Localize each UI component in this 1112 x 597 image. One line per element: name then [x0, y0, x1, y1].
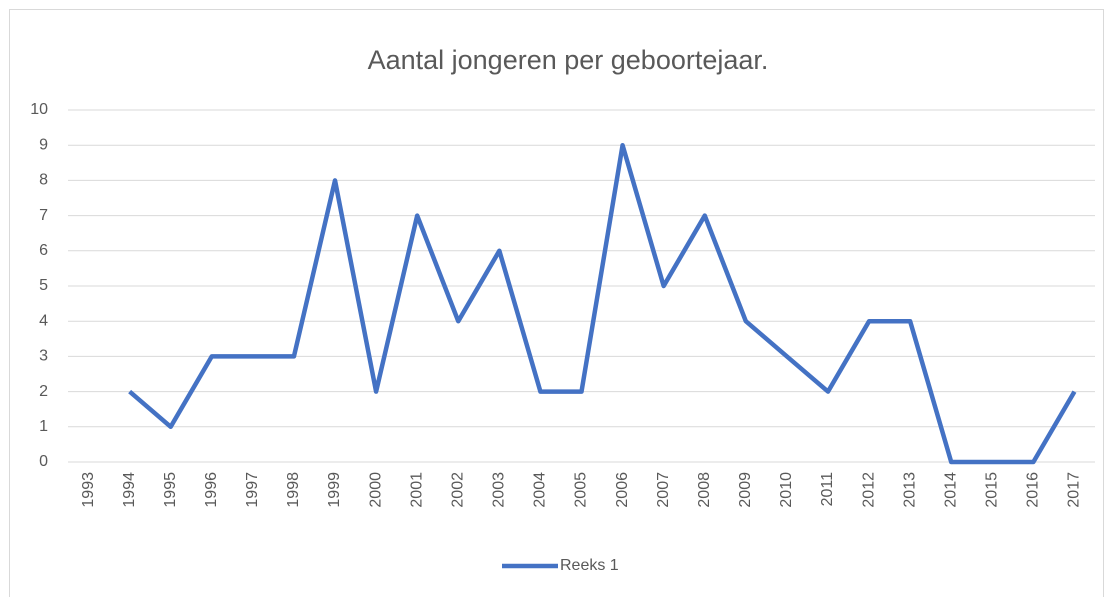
x-tick-label: 2011 — [819, 472, 836, 507]
x-tick-label: 2012 — [860, 472, 877, 508]
x-tick-label: 2017 — [1066, 472, 1083, 508]
x-tick-label: 1997 — [244, 472, 261, 508]
x-tick-label: 2009 — [737, 472, 754, 508]
x-tick-label: 1993 — [80, 472, 97, 508]
x-tick-label: 2014 — [942, 472, 959, 508]
x-tick-label: 1995 — [162, 472, 179, 508]
x-tick-label: 2001 — [408, 472, 425, 508]
x-tick-label: 2015 — [984, 472, 1001, 508]
legend-label: Reeks 1 — [560, 557, 619, 574]
x-tick-label: 2010 — [778, 472, 795, 508]
x-tick-label: 1994 — [121, 472, 138, 508]
x-tick-label: 2002 — [449, 472, 466, 508]
x-tick-label: 2016 — [1025, 472, 1042, 508]
y-tick-label: 10 — [30, 101, 48, 118]
x-tick-label: 2008 — [696, 472, 713, 508]
y-tick-label: 8 — [39, 172, 48, 189]
y-tick-label: 4 — [39, 312, 48, 329]
x-tick-label: 2000 — [367, 472, 384, 508]
x-tick-label: 2006 — [614, 472, 631, 508]
y-tick-label: 1 — [39, 418, 48, 435]
x-tick-label: 1996 — [203, 472, 220, 508]
y-tick-label: 2 — [39, 383, 48, 400]
y-tick-label: 5 — [39, 277, 48, 294]
x-tick-label: 2003 — [491, 472, 508, 508]
y-tick-label: 6 — [39, 242, 48, 259]
chart-border — [9, 9, 1104, 597]
x-tick-label: 1998 — [285, 472, 302, 508]
x-tick-label: 2013 — [901, 472, 918, 508]
y-tick-label: 9 — [39, 136, 48, 153]
chart-title: Aantal jongeren per geboortejaar. — [368, 45, 769, 75]
x-tick-label: 2005 — [573, 472, 590, 508]
series-line — [128, 142, 1077, 465]
x-tick-label: 1999 — [326, 472, 343, 508]
y-tick-label: 7 — [39, 207, 48, 224]
x-tick-label: 2007 — [655, 472, 672, 508]
y-tick-label: 0 — [39, 453, 48, 470]
x-tick-label: 2004 — [532, 472, 549, 508]
y-tick-label: 3 — [39, 348, 48, 365]
